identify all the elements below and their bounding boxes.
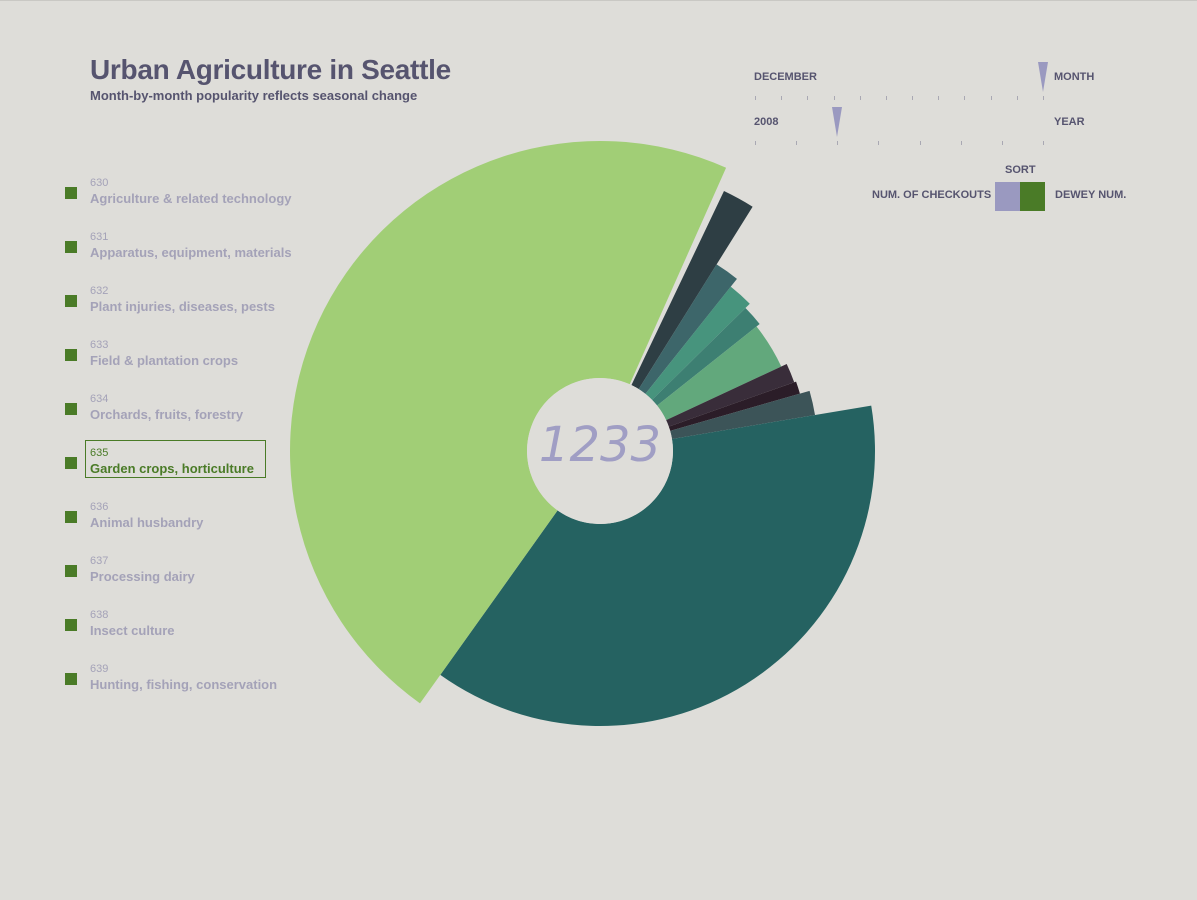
chart-center-hole xyxy=(527,378,673,524)
page-subtitle: Month-by-month popularity reflects seaso… xyxy=(90,88,418,103)
legend-swatch xyxy=(65,295,77,307)
legend-code: 633 xyxy=(90,339,109,351)
slider-tick xyxy=(1043,141,1044,145)
legend-code: 639 xyxy=(90,663,109,675)
legend-code: 631 xyxy=(90,231,109,243)
chart-slice-7[interactable] xyxy=(670,390,816,439)
legend-code: 634 xyxy=(90,393,109,405)
sort-checkouts-label: NUM. OF CHECKOUTS xyxy=(872,189,992,201)
legend-label: Garden crops, horticulture xyxy=(90,461,254,476)
legend-label: Apparatus, equipment, materials xyxy=(90,245,292,260)
slider-tick xyxy=(1001,141,1003,145)
month-value: DECEMBER xyxy=(754,71,817,83)
legend-item-637[interactable]: 637 Processing dairy xyxy=(64,555,304,595)
slider-tick xyxy=(912,96,914,100)
legend-item-638[interactable]: 638 Insect culture xyxy=(64,609,304,649)
page-title: Urban Agriculture in Seattle xyxy=(90,54,451,85)
month-label: MONTH xyxy=(1054,71,1095,83)
year-value: 2008 xyxy=(754,116,779,128)
legend-code: 632 xyxy=(90,285,109,297)
legend-label: Plant injuries, diseases, pests xyxy=(90,299,275,314)
legend-item-631[interactable]: 631 Apparatus, equipment, materials xyxy=(64,231,304,271)
legend-swatch xyxy=(65,565,77,577)
legend-swatch xyxy=(65,457,77,469)
legend-item-635[interactable]: 635 Garden crops, horticulture xyxy=(64,440,304,487)
month-slider-handle[interactable] xyxy=(1038,62,1048,92)
year-slider-handle[interactable] xyxy=(832,107,843,137)
slider-tick xyxy=(919,141,921,145)
legend-item-632[interactable]: 632 Plant injuries, diseases, pests xyxy=(64,285,304,325)
legend-item-636[interactable]: 636 Animal husbandry xyxy=(64,501,304,541)
slider-tick xyxy=(885,96,887,100)
legend-swatch xyxy=(65,187,77,199)
slider-tick xyxy=(833,96,835,100)
legend-label: Processing dairy xyxy=(90,569,195,584)
chart-slice-6[interactable] xyxy=(668,381,800,431)
slider-tick xyxy=(837,141,839,145)
chart-slice-3[interactable] xyxy=(652,308,760,406)
legend-code: 637 xyxy=(90,555,109,567)
legend-item-639[interactable]: 639 Hunting, fishing, conservation xyxy=(64,663,304,703)
center-total: 1233 xyxy=(538,417,662,473)
slider-tick xyxy=(1043,96,1044,100)
legend-label: Hunting, fishing, conservation xyxy=(90,677,278,692)
legend-swatch xyxy=(65,241,77,253)
legend-label: Agriculture & related technology xyxy=(90,191,292,206)
chart-slice-4[interactable] xyxy=(657,326,782,421)
year-label: YEAR xyxy=(1054,116,1085,128)
legend-label: Insect culture xyxy=(90,623,175,638)
legend-swatch xyxy=(65,673,77,685)
legend-swatch xyxy=(65,403,77,415)
legend-item-633[interactable]: 633 Field & plantation crops xyxy=(64,339,304,379)
slider-tick xyxy=(859,96,861,100)
legend-code: 635 xyxy=(90,447,109,459)
slider-tick xyxy=(964,96,966,100)
chart-slice-2[interactable] xyxy=(645,286,750,400)
slider-tick xyxy=(960,141,962,145)
slider-tick xyxy=(990,96,992,100)
legend-label: Orchards, fruits, forestry xyxy=(90,407,244,422)
month-slider[interactable] xyxy=(755,96,1044,102)
chart-slice-0[interactable] xyxy=(631,191,753,390)
legend-code: 638 xyxy=(90,609,109,621)
sort-by-dewey-button[interactable] xyxy=(1020,182,1045,211)
legend-code: 630 xyxy=(90,177,109,189)
legend-swatch xyxy=(65,619,77,631)
sort-dewey-label: DEWEY NUM. xyxy=(1055,189,1127,201)
legend-label: Field & plantation crops xyxy=(90,353,239,368)
year-slider[interactable] xyxy=(755,141,1044,147)
slider-tick xyxy=(938,96,940,100)
slider-tick xyxy=(796,141,798,145)
slider-tick xyxy=(1016,96,1018,100)
legend-item-634[interactable]: 634 Orchards, fruits, forestry xyxy=(64,393,304,433)
legend-swatch xyxy=(65,349,77,361)
chart-slice-9[interactable] xyxy=(290,141,727,704)
slider-tick xyxy=(755,141,756,145)
slider-tick xyxy=(807,96,809,100)
legend-label: Animal husbandry xyxy=(90,515,204,530)
sort-by-checkouts-button[interactable] xyxy=(995,182,1020,211)
chart-slice-8[interactable] xyxy=(440,405,875,726)
slider-tick xyxy=(878,141,880,145)
selection-outline xyxy=(85,440,266,478)
slider-tick xyxy=(781,96,783,100)
legend-swatch xyxy=(65,511,77,523)
chart-slice-5[interactable] xyxy=(666,363,795,427)
sort-title: SORT xyxy=(1005,164,1036,176)
chart-slice-1[interactable] xyxy=(638,264,737,394)
legend-item-630[interactable]: 630 Agriculture & related technology xyxy=(64,177,304,217)
slider-tick xyxy=(755,96,756,100)
legend-code: 636 xyxy=(90,501,109,513)
